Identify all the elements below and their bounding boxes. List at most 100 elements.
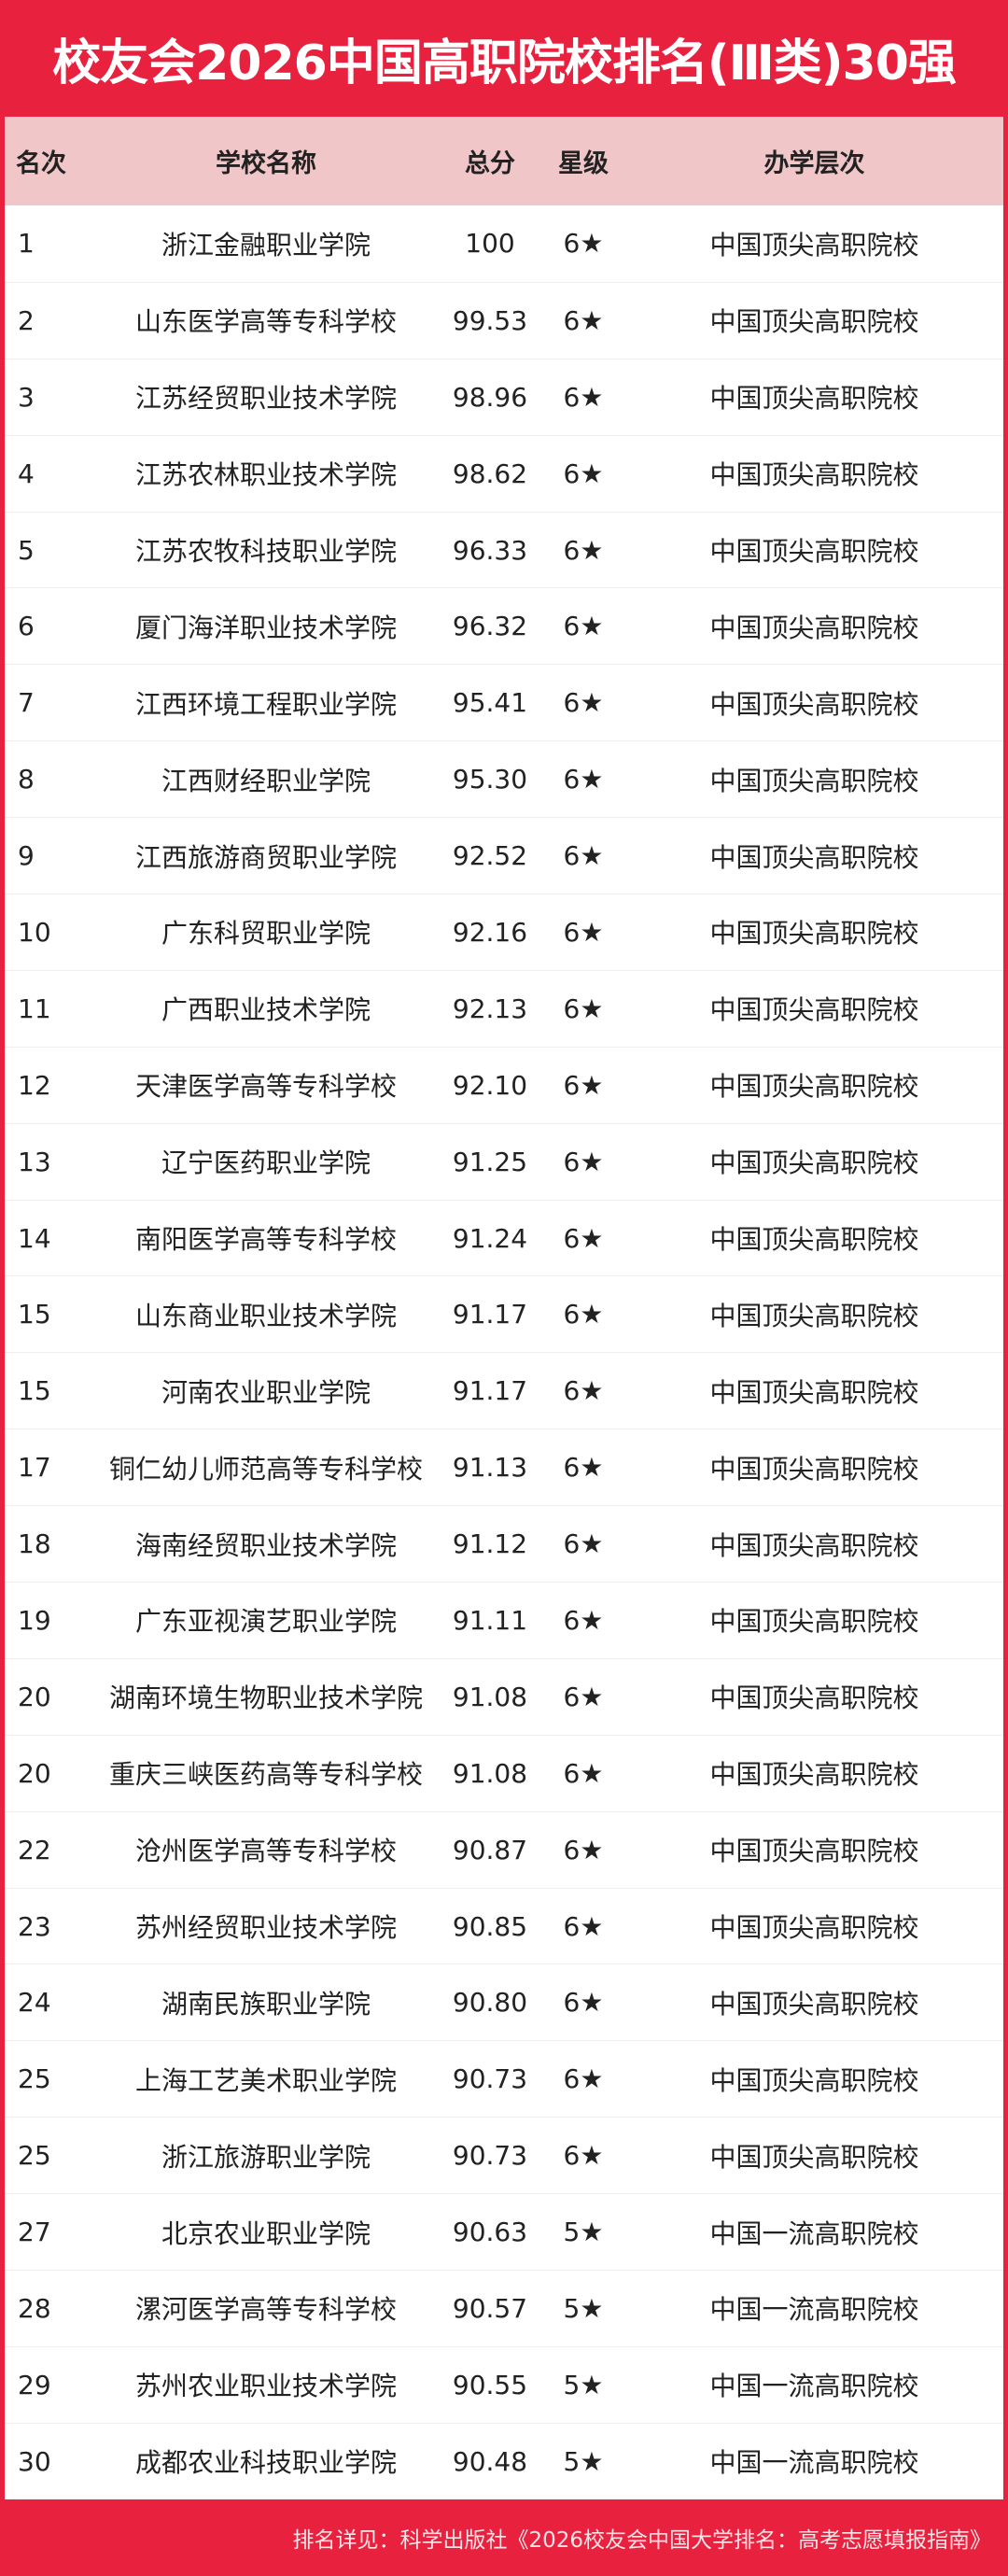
rank-cell: 23 xyxy=(18,1910,51,1942)
table-row: 29 苏州农业职业技术学院 90.55 5★ 中国一流高职院校 xyxy=(5,2345,1003,2423)
column-header-school: 学校名称 xyxy=(216,149,316,178)
rank-cell: 4 xyxy=(18,457,35,489)
school-name-cell: 广西职业技术学院 xyxy=(161,994,371,1026)
table-row: 27 北京农业职业学院 90.63 5★ 中国一流高职院校 xyxy=(5,2193,1003,2270)
score-cell: 91.12 xyxy=(452,1528,528,1560)
level-cell: 中国顶尖高职院校 xyxy=(709,841,919,873)
table-row: 7 江西环境工程职业学院 95.41 6★ 中国顶尖高职院校 xyxy=(5,664,1003,740)
table-row: 25 浙江旅游职业学院 90.73 6★ 中国顶尖高职院校 xyxy=(5,2117,1003,2193)
rank-cell: 19 xyxy=(18,1604,51,1636)
score-cell: 90.85 xyxy=(452,1910,528,1942)
star-cell: 6★ xyxy=(563,534,604,566)
school-name-cell: 上海工艺美术职业学院 xyxy=(134,2064,397,2096)
school-name-cell: 江西财经职业学院 xyxy=(161,765,371,796)
level-cell: 中国顶尖高职院校 xyxy=(709,1453,919,1485)
star-cell: 6★ xyxy=(563,1604,604,1636)
rank-cell: 20 xyxy=(18,1757,51,1789)
score-cell: 92.52 xyxy=(452,840,528,872)
star-cell: 6★ xyxy=(563,2063,604,2095)
level-cell: 中国顶尖高职院校 xyxy=(709,1682,919,1714)
score-cell: 90.55 xyxy=(452,2369,528,2400)
school-name-cell: 江西旅游商贸职业学院 xyxy=(134,841,397,873)
star-cell: 5★ xyxy=(563,2217,604,2248)
star-cell: 5★ xyxy=(563,2445,604,2477)
table-row: 20 湖南环境生物职业技术学院 91.08 6★ 中国顶尖高职院校 xyxy=(5,1657,1003,1735)
rank-cell: 7 xyxy=(18,687,35,719)
table-row: 10 广东科贸职业学院 92.16 6★ 中国顶尖高职院校 xyxy=(5,894,1003,970)
star-cell: 6★ xyxy=(563,228,604,260)
rank-cell: 29 xyxy=(18,2369,51,2400)
level-cell: 中国顶尖高职院校 xyxy=(709,765,919,796)
star-cell: 6★ xyxy=(563,1757,604,1789)
rank-cell: 12 xyxy=(18,1069,51,1101)
level-cell: 中国顶尖高职院校 xyxy=(709,1912,919,1944)
table-row: 30 成都农业科技职业学院 90.48 5★ 中国一流高职院校 xyxy=(5,2422,1003,2499)
score-cell: 98.62 xyxy=(452,457,528,489)
rank-cell: 13 xyxy=(18,1146,51,1177)
level-cell: 中国顶尖高职院校 xyxy=(709,1988,919,2020)
star-cell: 6★ xyxy=(563,1681,604,1712)
school-name-cell: 江西环境工程职业学院 xyxy=(134,688,397,720)
table-row: 15 山东商业职业技术学院 91.17 6★ 中国顶尖高职院校 xyxy=(5,1275,1003,1352)
rank-cell: 18 xyxy=(18,1528,51,1560)
school-name-cell: 苏州经贸职业技术学院 xyxy=(134,1912,397,1944)
score-cell: 92.13 xyxy=(452,992,528,1024)
score-cell: 91.11 xyxy=(452,1604,528,1636)
star-cell: 5★ xyxy=(563,2292,604,2324)
school-name-cell: 成都农业科技职业学院 xyxy=(134,2447,397,2479)
school-name-cell: 广东科贸职业学院 xyxy=(161,918,371,950)
table-row: 19 广东亚视演艺职业学院 91.11 6★ 中国顶尖高职院校 xyxy=(5,1582,1003,1658)
column-header-level: 办学层次 xyxy=(763,149,865,178)
school-name-cell: 广东亚视演艺职业学院 xyxy=(134,1606,397,1638)
school-name-cell: 山东医学高等专科学校 xyxy=(134,306,397,338)
table-row: 9 江西旅游商贸职业学院 92.52 6★ 中国顶尖高职院校 xyxy=(5,817,1003,894)
level-cell: 中国顶尖高职院校 xyxy=(709,1071,919,1103)
star-cell: 6★ xyxy=(563,1452,604,1484)
column-header-score: 总分 xyxy=(465,149,515,178)
star-cell: 6★ xyxy=(563,1910,604,1942)
rank-cell: 30 xyxy=(18,2445,51,2477)
level-cell: 中国顶尖高职院校 xyxy=(709,1224,919,1256)
rank-cell: 28 xyxy=(18,2292,51,2324)
rank-cell: 11 xyxy=(18,992,51,1024)
school-name-cell: 湖南环境生物职业技术学院 xyxy=(108,1682,423,1714)
score-cell: 91.17 xyxy=(452,1375,528,1407)
table-row: 1 浙江金融职业学院 100 6★ 中国顶尖高职院校 xyxy=(5,205,1003,282)
rank-cell: 10 xyxy=(18,916,51,948)
level-cell: 中国顶尖高职院校 xyxy=(709,1147,919,1179)
score-cell: 91.25 xyxy=(452,1146,528,1177)
table-row: 13 辽宁医药职业学院 91.25 6★ 中国顶尖高职院校 xyxy=(5,1122,1003,1200)
table-row: 8 江西财经职业学院 95.30 6★ 中国顶尖高职院校 xyxy=(5,740,1003,817)
school-name-cell: 河南农业职业学院 xyxy=(161,1376,371,1408)
star-cell: 6★ xyxy=(563,840,604,872)
school-name-cell: 重庆三峡医药高等专科学校 xyxy=(108,1759,423,1791)
table-body: 1 浙江金融职业学院 100 6★ 中国顶尖高职院校 2 山东医学高等专科学校 99.53 6★… xyxy=(5,205,1003,2499)
star-cell: 6★ xyxy=(563,381,604,413)
school-name-cell: 铜仁幼儿师范高等专科学校 xyxy=(108,1453,423,1485)
score-cell: 90.57 xyxy=(452,2292,528,2324)
score-cell: 100 xyxy=(465,228,515,260)
score-cell: 90.80 xyxy=(452,1987,528,2019)
rank-cell: 14 xyxy=(18,1222,51,1254)
school-name-cell: 浙江金融职业学院 xyxy=(161,229,371,260)
table-row: 23 苏州经贸职业技术学院 90.85 6★ 中国顶尖高职院校 xyxy=(5,1887,1003,1964)
table-row: 14 南阳医学高等专科学校 91.24 6★ 中国顶尖高职院校 xyxy=(5,1199,1003,1276)
rank-cell: 20 xyxy=(18,1681,51,1712)
score-cell: 92.16 xyxy=(452,916,528,948)
score-cell: 90.87 xyxy=(452,1834,528,1865)
level-cell: 中国顶尖高职院校 xyxy=(709,918,919,950)
rank-cell: 24 xyxy=(18,1987,51,2019)
star-cell: 6★ xyxy=(563,304,604,336)
star-cell: 6★ xyxy=(563,1069,604,1101)
level-cell: 中国顶尖高职院校 xyxy=(709,1300,919,1331)
star-cell: 6★ xyxy=(563,687,604,719)
level-cell: 中国一流高职院校 xyxy=(709,2371,919,2402)
score-cell: 98.96 xyxy=(452,381,528,413)
table-header: 名次 学校名称 总分 星级 办学层次 xyxy=(5,117,1003,205)
rank-cell: 5 xyxy=(18,534,35,566)
star-cell: 6★ xyxy=(563,457,604,489)
school-name-cell: 厦门海洋职业技术学院 xyxy=(134,612,397,643)
level-cell: 中国顶尖高职院校 xyxy=(709,459,919,491)
star-cell: 6★ xyxy=(563,1834,604,1865)
score-cell: 95.30 xyxy=(452,764,528,795)
